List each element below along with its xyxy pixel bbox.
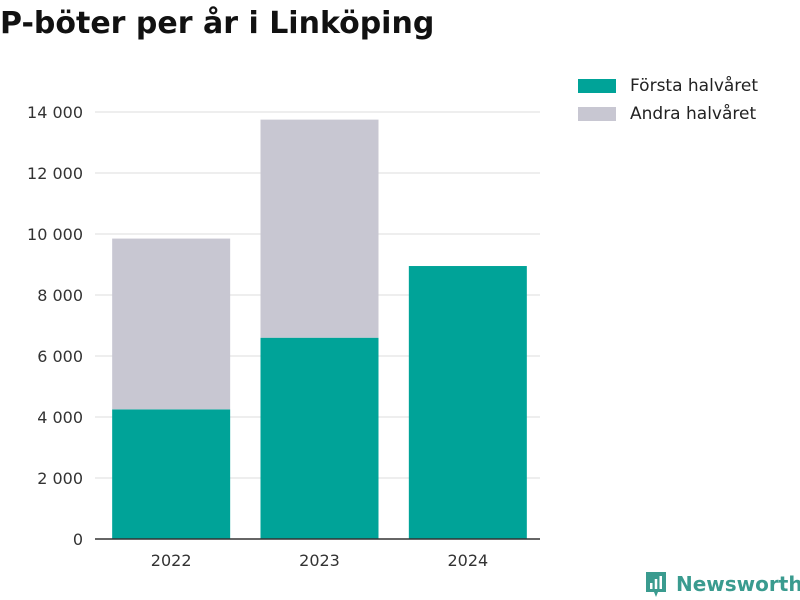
y-tick-label: 6 000 [37, 347, 83, 366]
legend-swatch [578, 107, 616, 121]
legend-swatch [578, 79, 616, 93]
newsworthy-logo-icon [644, 570, 668, 598]
x-tick-label: 2023 [299, 551, 340, 570]
legend-item: Andra halvåret [578, 100, 758, 128]
bar-first-half-2023 [261, 338, 379, 539]
y-tick-label: 14 000 [27, 103, 83, 122]
y-tick-label: 8 000 [37, 286, 83, 305]
brand-logo: Newsworthy [644, 570, 800, 598]
y-tick-label: 4 000 [37, 408, 83, 427]
brand-name: Newsworthy [676, 572, 800, 596]
legend: Första halvåret Andra halvåret [578, 72, 758, 128]
y-tick-label: 10 000 [27, 225, 83, 244]
legend-label: Första halvåret [630, 76, 758, 96]
bar-second-half-2022 [112, 239, 230, 410]
legend-label: Andra halvåret [630, 104, 756, 124]
bar-first-half-2024 [409, 266, 527, 539]
bar-second-half-2023 [261, 120, 379, 338]
y-tick-label: 2 000 [37, 469, 83, 488]
bar-first-half-2022 [112, 409, 230, 539]
y-tick-label: 12 000 [27, 164, 83, 183]
x-tick-label: 2022 [151, 551, 192, 570]
legend-item: Första halvåret [578, 72, 758, 100]
y-tick-label: 0 [73, 530, 83, 549]
x-tick-label: 2024 [447, 551, 488, 570]
